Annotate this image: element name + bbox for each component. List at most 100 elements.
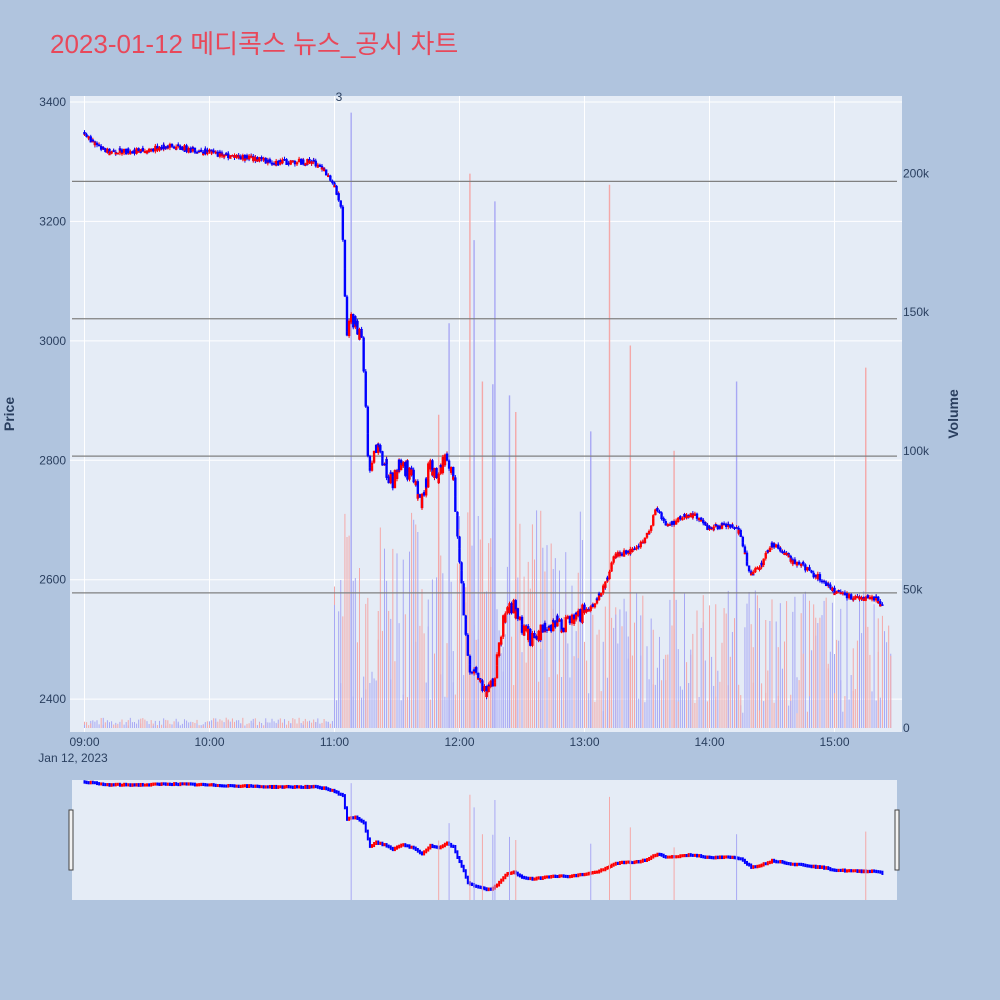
candle-body: [235, 154, 238, 158]
candle-body: [129, 152, 132, 155]
candle-body: [189, 147, 192, 151]
candle-body: [681, 517, 684, 520]
candle-body: [345, 331, 349, 336]
candle-body: [339, 201, 342, 207]
candle-body: [172, 146, 176, 149]
navigator-bg[interactable]: [72, 780, 897, 900]
candle-body: [797, 562, 801, 565]
candle-body: [864, 599, 867, 601]
candle-body: [862, 599, 865, 601]
candle-body: [879, 604, 882, 607]
candle-body: [518, 616, 522, 619]
candle-body: [220, 154, 224, 157]
candle-body: [162, 144, 165, 149]
candle-body: [360, 330, 363, 338]
candle-body: [472, 669, 476, 671]
candle-body: [270, 163, 274, 165]
candle-body: [702, 519, 705, 524]
candle-body: [589, 609, 592, 611]
candle-body: [599, 592, 603, 596]
candle-body: [877, 596, 880, 604]
candle-body: [137, 151, 140, 153]
candle-body: [812, 573, 815, 578]
candle-body: [377, 443, 380, 453]
candle-body: [308, 161, 311, 163]
candle-body: [222, 155, 226, 158]
candle-body: [785, 552, 788, 556]
candle-body: [535, 636, 538, 640]
candle-body: [870, 596, 874, 600]
navigator-handle-right[interactable]: [894, 809, 900, 871]
candle-body: [393, 470, 397, 489]
candle-body: [533, 634, 536, 639]
candle-body: [804, 568, 807, 571]
candle-body: [106, 148, 109, 153]
candle-body: [622, 550, 626, 556]
candle-body: [658, 511, 661, 513]
candle-body: [206, 150, 209, 152]
candle-body: [435, 470, 438, 478]
candle-body: [89, 136, 92, 141]
candle-body: [552, 620, 555, 632]
candle-body: [381, 451, 384, 459]
candle-body: [237, 156, 240, 159]
candle-body: [847, 594, 851, 596]
candle-body: [466, 634, 470, 654]
candle-body: [816, 574, 820, 579]
candle-body: [89, 140, 92, 143]
candle-body: [260, 157, 263, 160]
candle-body: [570, 617, 574, 624]
candle-body: [852, 598, 855, 600]
candle-body: [595, 598, 599, 600]
candle-body: [879, 601, 882, 607]
candle-body: [139, 149, 142, 152]
candle-body: [299, 158, 303, 164]
candle-body: [345, 296, 349, 332]
candle-body: [147, 148, 151, 152]
candle-body: [564, 617, 567, 620]
candle-body: [810, 570, 813, 573]
candle-body: [297, 158, 301, 161]
candle-body: [570, 614, 574, 618]
candle-body: [445, 453, 449, 461]
candle-body: [531, 632, 534, 641]
candle-body: [279, 160, 282, 162]
candle-body: [610, 562, 613, 570]
candle-body: [231, 155, 234, 157]
candle-body: [756, 567, 759, 569]
candle-body: [318, 165, 322, 167]
candle-body: [289, 160, 292, 165]
candle-body: [331, 180, 334, 183]
candle-body: [431, 471, 434, 476]
candle-body: [133, 149, 136, 154]
candle-body: [454, 477, 457, 497]
candle-body: [833, 593, 836, 596]
candle-body: [714, 524, 717, 526]
candle-body: [283, 159, 286, 161]
candle-body: [202, 151, 205, 154]
candle-body: [510, 605, 513, 614]
candle-body: [391, 476, 395, 489]
candle-body: [491, 678, 495, 687]
candle-body: [460, 570, 463, 584]
candle-body: [716, 527, 720, 530]
candle-body: [841, 592, 845, 594]
candle-body: [606, 577, 609, 580]
candle-body: [145, 150, 149, 154]
candle-body: [227, 153, 230, 159]
candle-body: [583, 604, 586, 614]
candle-body: [802, 561, 805, 565]
candle-body: [881, 604, 884, 606]
y-tick-label: 2600: [39, 573, 66, 587]
candle-body: [352, 314, 355, 325]
candle-body: [229, 155, 232, 158]
navigator-handle-left[interactable]: [68, 809, 74, 871]
candle-body: [812, 572, 815, 575]
candle-body: [552, 620, 555, 622]
candle-body: [858, 597, 861, 600]
y2-tick-label: 150k: [903, 305, 930, 319]
candle-body: [768, 549, 772, 552]
candle-body: [572, 619, 576, 624]
candle-body: [624, 550, 628, 554]
